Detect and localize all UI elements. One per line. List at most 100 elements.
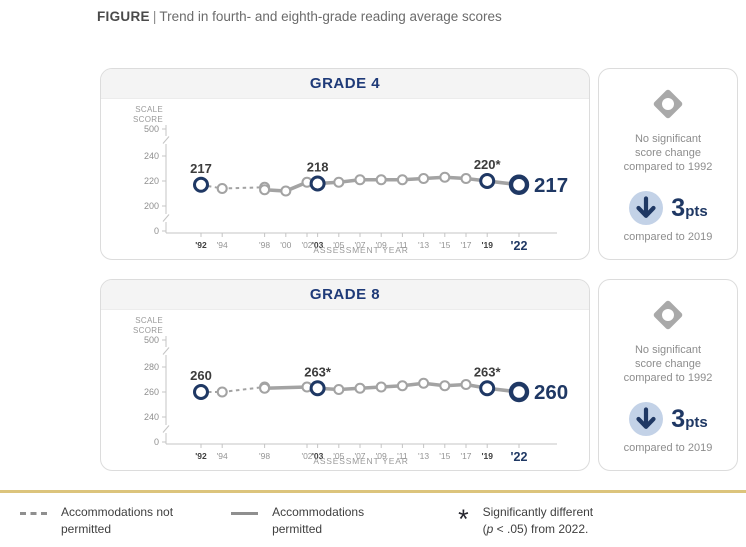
y-tick-label: 220	[144, 176, 159, 186]
sig-p: p	[486, 521, 494, 536]
x-tick-label: '09	[376, 451, 387, 461]
grade8-chart-area: SCALE SCORE 500 280 260 240 0 '92 '94 '98 '02'03…	[101, 310, 589, 470]
grade4-panel-header: GRADE 4	[101, 69, 589, 99]
data-point-marker	[259, 184, 271, 196]
data-label: 260	[190, 368, 212, 383]
data-point-marker	[508, 174, 530, 195]
points-change: 3pts	[671, 194, 707, 223]
figure-title-label: FIGURE	[97, 9, 150, 24]
x-tick-label: '03	[312, 451, 324, 461]
scale-label-line1: SCALE	[135, 316, 163, 325]
x-tick-label: '19	[481, 240, 493, 250]
sig-suffix: < .05) from 2022.	[493, 521, 589, 536]
no-change-text: No significant score change compared to …	[624, 343, 713, 386]
legend-item-not-permitted: Accommodations not permitted	[20, 504, 173, 538]
down-arrow-icon	[629, 402, 664, 437]
data-point-marker	[479, 380, 496, 397]
data-point-marker	[418, 172, 430, 185]
x-tick-label: '15	[439, 451, 450, 461]
data-point-marker	[280, 185, 292, 197]
x-tick-label: '19	[481, 451, 493, 461]
data-point-marker	[396, 380, 408, 392]
data-point-marker	[309, 175, 326, 192]
figure-title-separator: |	[152, 9, 157, 24]
data-point-marker	[333, 176, 345, 188]
data-point-marker	[460, 378, 472, 391]
no-change-diamond-icon	[653, 300, 683, 329]
x-tick-label: '94	[217, 451, 228, 461]
grade4-summary-card: No significant score change compared to …	[598, 68, 738, 260]
trend-line-dashed	[201, 386, 265, 393]
grade8-panel: GRADE 8 SCALE SCORE 500 280 260 240 0 '92 '94 '…	[100, 279, 590, 471]
x-tick-label: '05	[333, 240, 344, 250]
y-tick-label: 200	[144, 201, 159, 211]
legend-line: Significantly different	[482, 505, 594, 519]
x-tick-label: '11	[397, 240, 408, 250]
x-tick-label: '05	[333, 451, 344, 461]
x-tick-label: '02	[301, 451, 312, 461]
y-tick-label: 240	[144, 412, 159, 422]
final-data-label: 260	[534, 381, 568, 404]
figure-title-text: Trend in fourth- and eighth-grade readin…	[159, 9, 502, 24]
grade8-y-axis-label: SCALE SCORE	[101, 316, 163, 336]
y-tick-label: 0	[154, 226, 159, 236]
data-point-marker	[418, 377, 430, 389]
legend-line: permitted	[272, 521, 323, 536]
data-point-marker	[460, 172, 472, 185]
legend-line: Accommodations	[272, 505, 365, 519]
y-tick-label: 500	[144, 124, 159, 134]
y-tick-label: 240	[144, 151, 159, 161]
x-tick-label: '07	[354, 451, 365, 461]
legend-text: Significantly different (p < .05) from 2…	[483, 504, 594, 538]
y-tick-label: 260	[144, 387, 159, 397]
divider-rule	[0, 490, 746, 493]
final-data-label: 217	[534, 174, 568, 197]
no-change-line: No significant	[634, 343, 702, 356]
legend-line: (p < .05) from 2022.	[483, 521, 594, 538]
axis-break-slash	[162, 347, 170, 355]
data-point-marker	[216, 182, 228, 195]
scale-label-line1: SCALE	[135, 105, 163, 114]
sig-prefix: (	[482, 521, 487, 536]
grade4-panel: GRADE 4 SCALE SCORE 500 240 220 200 0 '92 '94 '…	[100, 68, 590, 260]
scale-label-line2: SCORE	[133, 326, 163, 335]
no-change-line: score change	[634, 357, 702, 370]
grade4-y-axis-label: SCALE SCORE	[101, 105, 163, 125]
score-change-row: 3pts	[628, 401, 708, 437]
data-point-marker	[508, 381, 530, 403]
points-change-unit: pts	[685, 413, 708, 431]
data-point-marker	[439, 380, 451, 392]
change-caption: compared to 2019	[623, 442, 713, 455]
data-point-marker	[396, 174, 408, 186]
data-point-marker	[216, 386, 228, 398]
x-tick-label: '17	[460, 451, 471, 461]
points-change-unit: pts	[685, 202, 708, 220]
figure-title: FIGURE | Trend in fourth- and eighth-grade…	[97, 9, 502, 24]
no-change-line: score change	[634, 146, 702, 159]
x-tick-label: '11	[397, 451, 408, 461]
grade4-x-axis-title: ASSESSMENT YEAR	[313, 245, 409, 255]
no-change-line: compared to 1992	[623, 372, 713, 385]
legend-item-significance: * Significantly different (p < .05) from…	[458, 504, 593, 538]
grade4-chart-area: SCALE SCORE 500 240 220 200 0 '92 '94 '98 '00 '02…	[101, 99, 589, 259]
data-label: 263*	[474, 364, 502, 379]
x-tick-label: '17	[460, 240, 471, 250]
points-change: 3pts	[671, 405, 707, 434]
grade8-line-chart: 500 280 260 240 0 '92 '94 '98 '02'03 '05 '07 '09 '11…	[144, 335, 568, 464]
data-label: 220*	[474, 157, 502, 172]
grade8-panel-header: GRADE 8	[101, 280, 589, 310]
data-point-marker	[375, 174, 387, 186]
x-tick-label: '92	[195, 451, 207, 461]
x-tick-label: '15	[439, 240, 450, 250]
data-point-marker	[333, 383, 345, 396]
data-label: 217	[190, 161, 212, 176]
grade4-line-chart: 500 240 220 200 0 '92 '94 '98 '00 '02'03 '05 '07 '09…	[144, 124, 568, 253]
x-tick-label: '22	[511, 239, 528, 253]
x-tick-label: '07	[354, 240, 365, 250]
score-change-row: 3pts	[628, 190, 708, 226]
data-label: 263*	[304, 364, 332, 379]
data-point-marker	[479, 173, 496, 189]
points-change-value: 3	[671, 404, 686, 433]
x-tick-label: '98	[259, 451, 270, 461]
x-tick-label: '22	[511, 450, 528, 464]
